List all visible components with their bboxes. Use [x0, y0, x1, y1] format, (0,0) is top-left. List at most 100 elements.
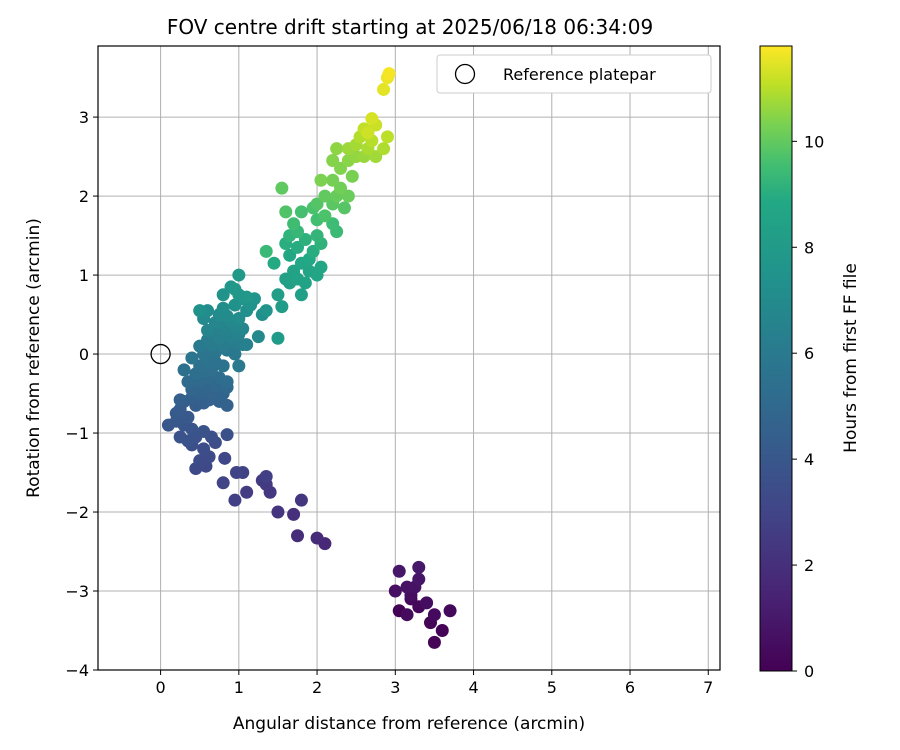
colorbar-tick-label: 8 — [804, 238, 814, 257]
data-point — [400, 608, 414, 622]
y-axis-label: Rotation from reference (arcmin) — [24, 218, 44, 498]
data-point — [361, 126, 375, 140]
data-point — [173, 393, 187, 407]
colorbar-tick-label: 0 — [804, 662, 814, 681]
colorbar-ticks: 0 2 4 6 8 10 — [792, 132, 824, 681]
data-point — [420, 596, 434, 610]
data-point — [294, 288, 308, 302]
x-tick-label: 2 — [312, 678, 322, 697]
x-tick-label: 0 — [155, 678, 165, 697]
y-tick-label: −1 — [65, 424, 89, 443]
data-point — [216, 359, 230, 373]
data-point — [228, 282, 242, 296]
data-point — [267, 256, 281, 270]
data-point — [240, 485, 254, 499]
data-point — [216, 476, 230, 490]
data-point — [443, 604, 457, 618]
colorbar-tick-label: 6 — [804, 344, 814, 363]
data-point — [334, 181, 348, 195]
data-point — [326, 173, 340, 187]
data-point — [275, 300, 289, 314]
data-point — [337, 201, 351, 215]
data-point — [232, 268, 246, 282]
data-point — [377, 142, 391, 156]
data-point — [388, 584, 402, 598]
data-point — [216, 288, 230, 302]
data-point — [271, 505, 285, 519]
data-point — [193, 304, 207, 318]
legend-box — [436, 54, 712, 94]
data-point — [334, 161, 348, 175]
data-point — [228, 347, 242, 361]
data-point — [314, 260, 328, 274]
data-point — [197, 442, 211, 456]
legend-entry-reference-platepar: Reference platepar — [503, 65, 656, 84]
data-point — [365, 112, 379, 126]
data-point — [326, 154, 340, 168]
x-tick-label: 3 — [390, 678, 400, 697]
data-point — [382, 67, 396, 81]
colorbar-tick-label: 2 — [804, 556, 814, 575]
data-point — [220, 375, 234, 389]
data-point — [193, 454, 207, 468]
data-point — [228, 493, 242, 507]
data-point — [310, 197, 324, 211]
x-tick-label: 1 — [234, 678, 244, 697]
colorbar-tick-label: 4 — [804, 450, 814, 469]
data-point — [310, 531, 324, 545]
data-point — [294, 205, 308, 219]
data-point — [232, 359, 246, 373]
data-point — [412, 560, 426, 574]
data-point — [275, 181, 289, 195]
data-point — [291, 529, 305, 543]
data-point — [435, 624, 449, 638]
data-point — [314, 173, 328, 187]
colorbar-tick-label: 10 — [804, 132, 824, 151]
data-point — [177, 363, 191, 377]
x-tick-label: 7 — [703, 678, 713, 697]
data-point — [240, 338, 254, 352]
x-tick-label: 5 — [547, 678, 557, 697]
data-point — [251, 330, 265, 344]
data-point — [218, 451, 232, 465]
data-point — [185, 351, 199, 365]
data-point — [287, 217, 301, 231]
data-point — [201, 323, 215, 337]
y-tick-label: −2 — [65, 503, 89, 522]
colorbar-gradient — [759, 45, 793, 672]
data-point — [427, 608, 441, 622]
data-point — [326, 217, 340, 231]
y-tick-label: −3 — [65, 582, 89, 601]
legend-marker — [454, 63, 476, 85]
data-point — [291, 240, 305, 254]
data-point — [412, 572, 426, 586]
data-point — [345, 169, 359, 183]
data-point — [287, 507, 301, 521]
data-point — [220, 428, 234, 442]
data-point — [377, 82, 391, 96]
data-point — [279, 205, 293, 219]
chart-title: FOV centre drift starting at 2025/06/18 … — [167, 15, 653, 39]
plot-frame — [97, 45, 721, 671]
data-point — [283, 248, 297, 262]
y-tick-label: −4 — [65, 661, 89, 680]
data-point — [259, 244, 273, 258]
data-point — [236, 322, 250, 336]
data-point — [259, 469, 273, 483]
colorbar: 0 2 4 6 8 10 Hours from first FF file — [759, 45, 861, 681]
data-point — [229, 466, 243, 480]
data-point — [271, 288, 285, 302]
data-point — [330, 142, 344, 156]
data-point — [197, 424, 211, 438]
data-points — [161, 67, 457, 649]
x-axis-label: Angular distance from reference (arcmin) — [233, 714, 585, 734]
data-point — [287, 264, 301, 278]
data-point — [181, 375, 195, 389]
y-tick-label: 1 — [79, 266, 89, 285]
reference-platepar-marker — [150, 343, 171, 365]
y-tick-label: 3 — [79, 108, 89, 127]
x-tick-label: 6 — [625, 678, 635, 697]
data-point — [294, 493, 308, 507]
data-point — [380, 130, 394, 144]
